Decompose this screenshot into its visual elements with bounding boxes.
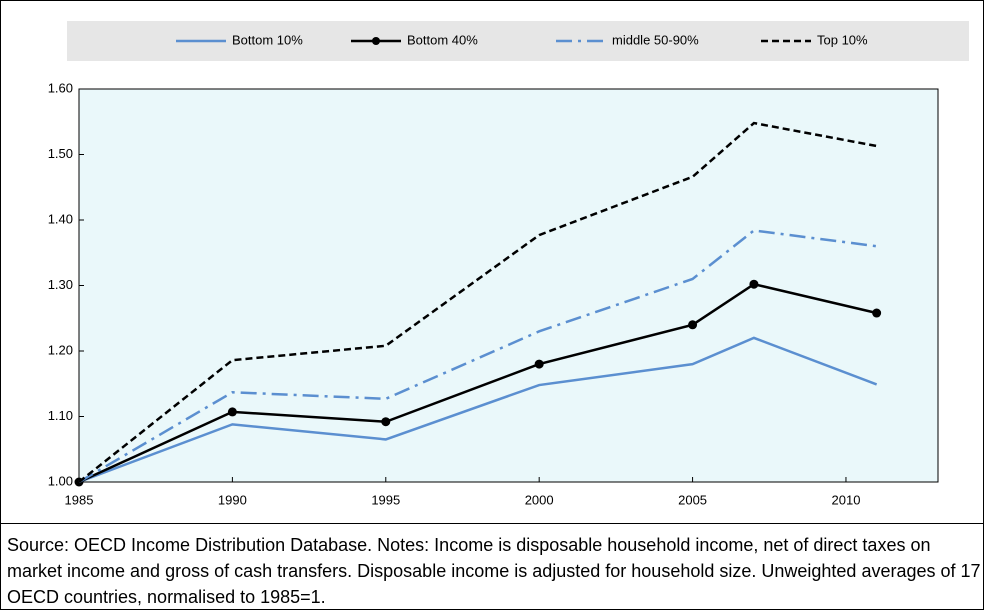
source-note: Source: OECD Income Distribution Databas… xyxy=(1,523,983,610)
y-tick-label: 1.20 xyxy=(48,342,73,357)
y-tick-label: 1.40 xyxy=(48,211,73,226)
y-tick-label: 1.50 xyxy=(48,146,73,161)
chart: Bottom 10% Bottom 40% middle 50-90% Top 10%… xyxy=(48,21,969,507)
point xyxy=(381,417,391,427)
legend-label: Bottom 10% xyxy=(232,32,303,47)
x-tick-label: 2000 xyxy=(525,492,554,507)
series-line xyxy=(78,229,877,484)
x-tick-label: 1995 xyxy=(371,492,400,507)
y-tick-label: 1.60 xyxy=(48,80,73,95)
series-line xyxy=(78,336,878,484)
x-tick-label: 1985 xyxy=(65,492,94,507)
y-tick-label: 1.30 xyxy=(48,277,73,292)
y-tick-label: 1.10 xyxy=(48,408,73,423)
x-tick-label: 2010 xyxy=(832,492,861,507)
legend-marker xyxy=(372,37,380,45)
x-tick-label: 2005 xyxy=(678,492,707,507)
legend-label: middle 50-90% xyxy=(612,32,699,47)
x-tick-label: 1990 xyxy=(218,492,247,507)
y-tick-label: 1.00 xyxy=(48,473,73,488)
point xyxy=(688,320,698,330)
legend-label: Top 10% xyxy=(817,32,868,47)
legend-label: Bottom 40% xyxy=(407,32,478,47)
point xyxy=(749,279,759,289)
point xyxy=(534,359,544,369)
point xyxy=(227,407,237,417)
series-line xyxy=(78,121,877,483)
point xyxy=(872,308,882,318)
